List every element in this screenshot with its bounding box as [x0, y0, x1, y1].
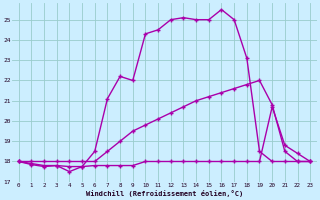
X-axis label: Windchill (Refroidissement éolien,°C): Windchill (Refroidissement éolien,°C): [86, 190, 243, 197]
